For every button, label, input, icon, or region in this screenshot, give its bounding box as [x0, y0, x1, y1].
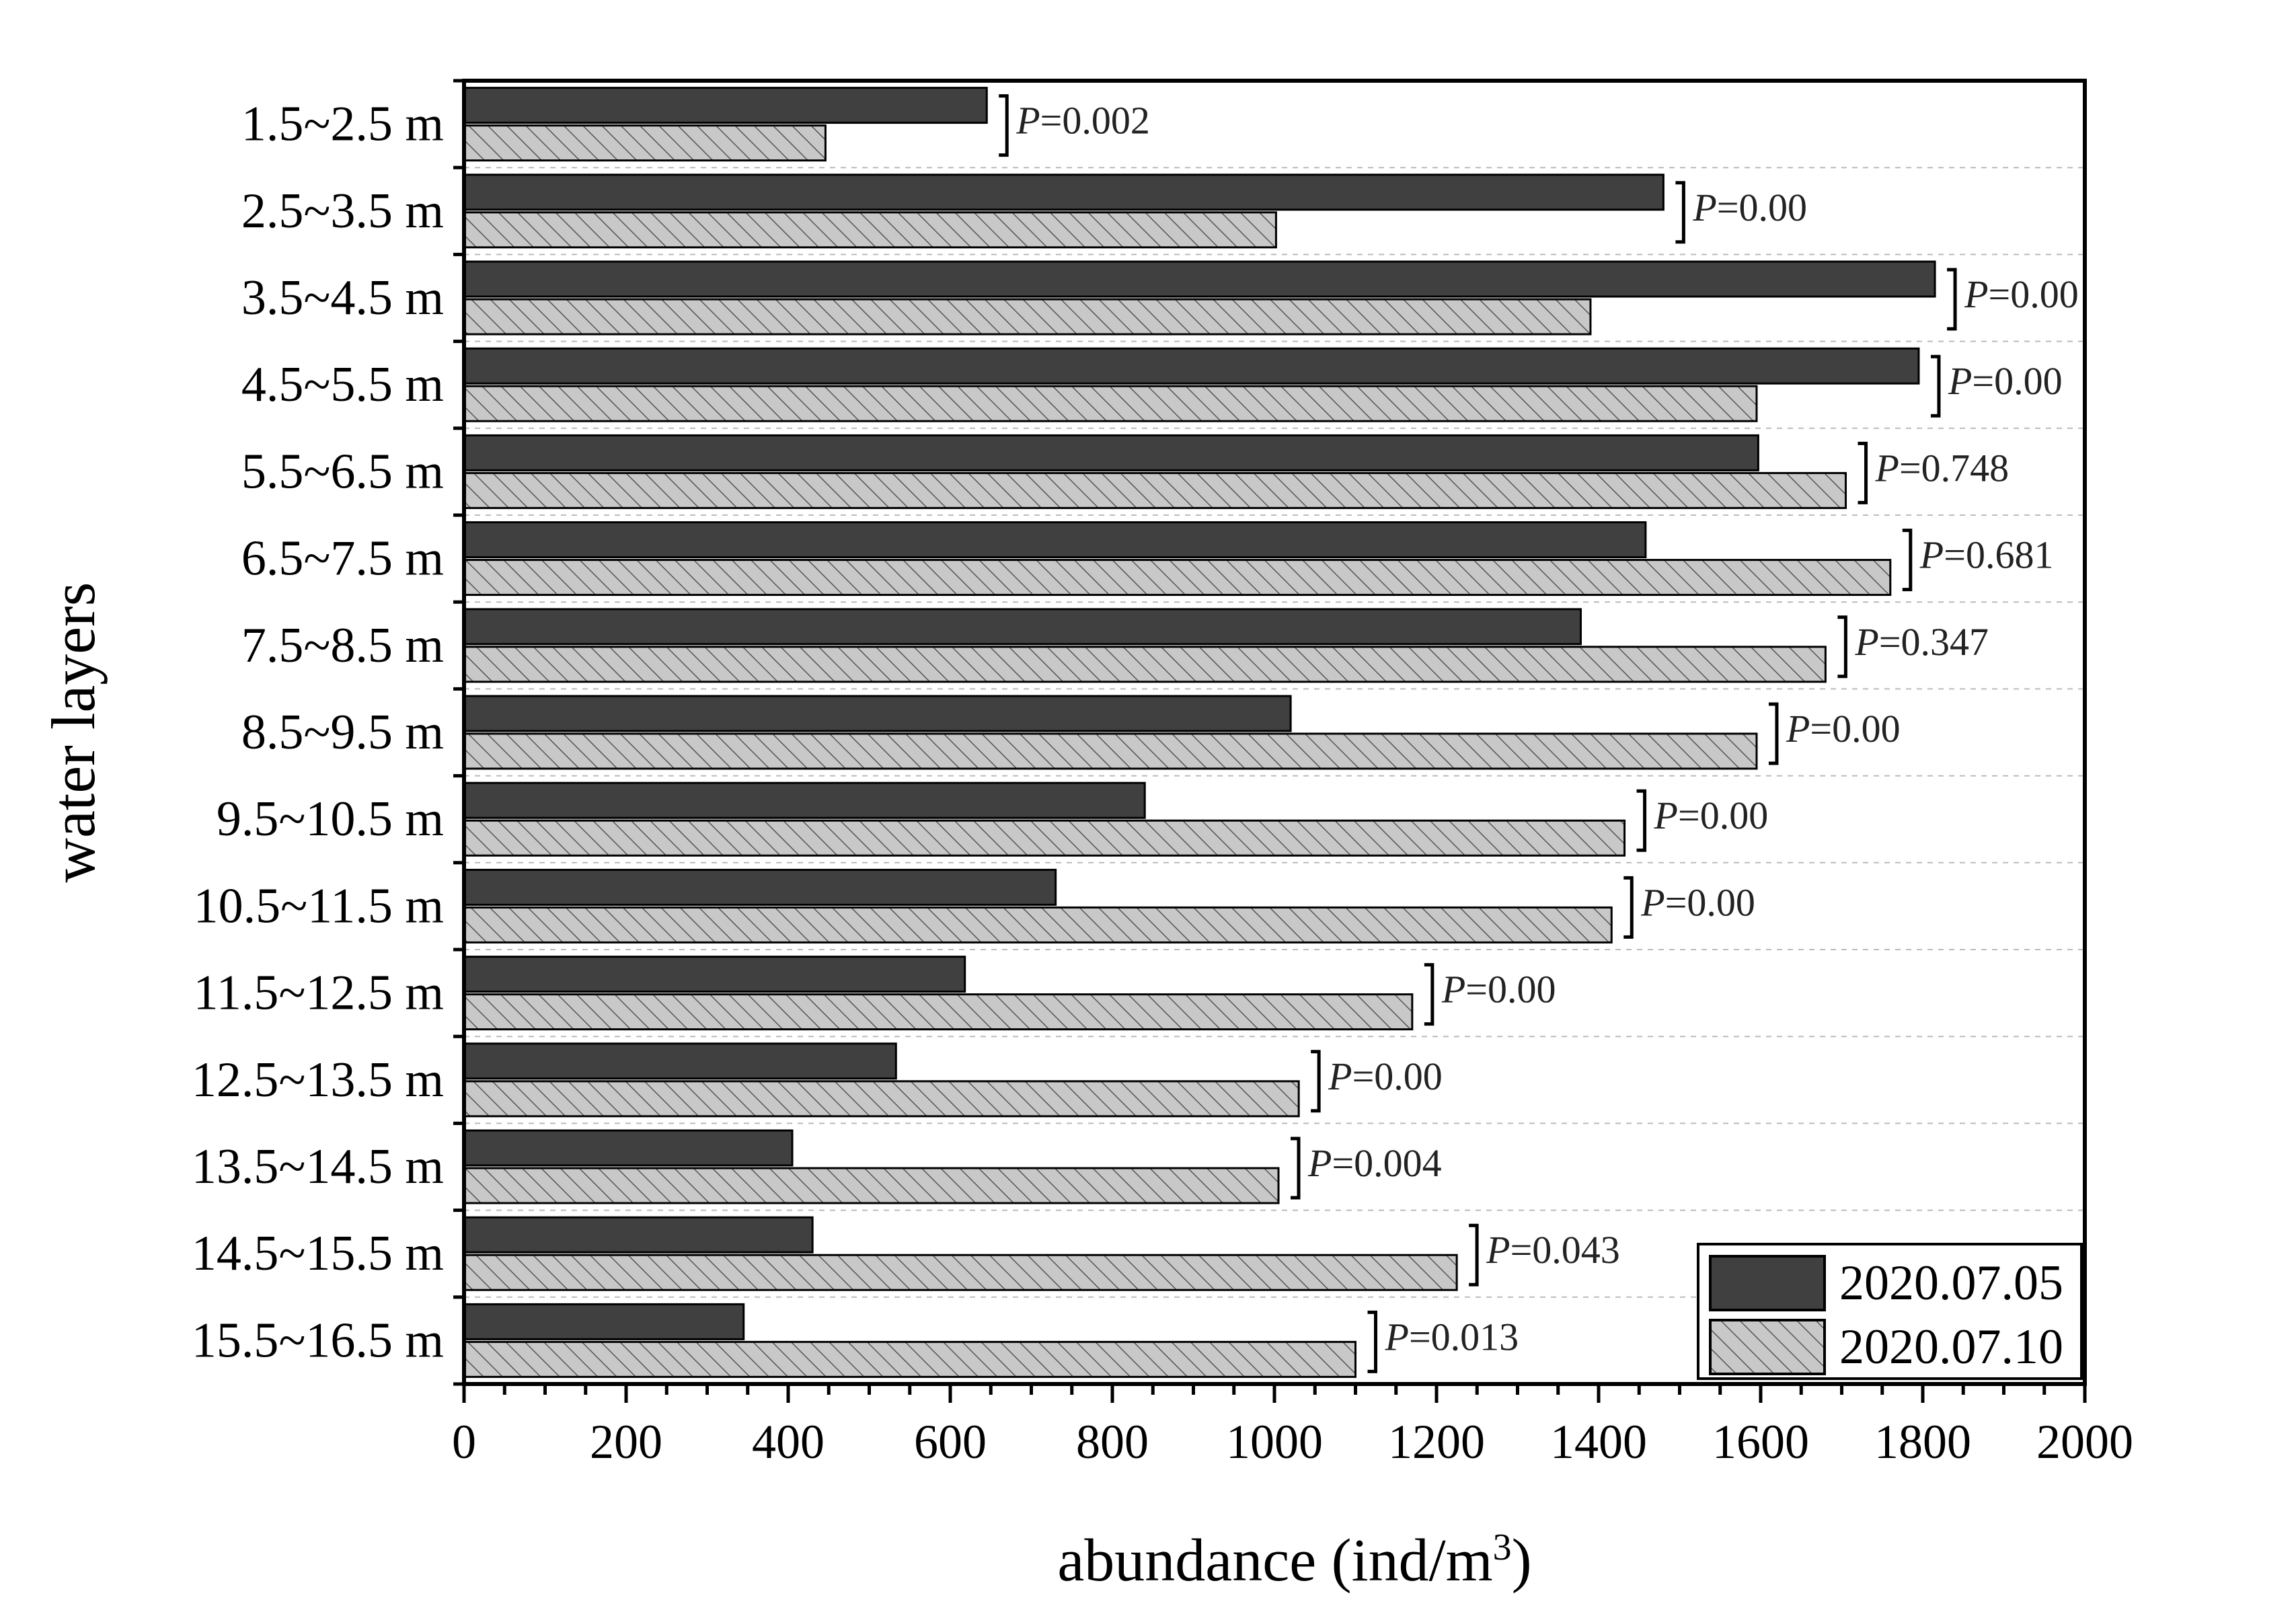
p-value-label: P=0.043: [1486, 1228, 1620, 1272]
p-value-bracket: [1947, 268, 1957, 331]
x-tick-label: 400: [752, 1415, 825, 1469]
p-value-label: P=0.00: [1654, 794, 1769, 837]
p-value-bracket: [1291, 1137, 1301, 1200]
y-tick-label: 1.5~2.5 m: [241, 97, 444, 152]
legend-label: 2020.07.10: [1839, 1319, 2063, 1375]
p-value-label: P=0.00: [1328, 1054, 1443, 1098]
y-tick-label: 9.5~10.5 m: [217, 792, 444, 847]
y-tick-label: 4.5~5.5 m: [241, 357, 444, 412]
p-value-bracket: [1311, 1050, 1321, 1113]
legend-swatch: [1709, 1319, 1826, 1375]
bar-series1: [463, 260, 1936, 298]
x-tick-label: 800: [1076, 1415, 1149, 1469]
y-tick-label: 7.5~8.5 m: [241, 618, 444, 673]
p-value-bracket: [1858, 441, 1868, 504]
p-value-label: P=0.748: [1875, 446, 2010, 490]
x-tick-label: 1800: [1874, 1415, 1971, 1469]
p-value-label: P=0.00: [1948, 359, 2063, 403]
x-tick-label: 1200: [1388, 1415, 1485, 1469]
bar-series1: [463, 1216, 814, 1254]
p-value-annotations: P=0.002 P=0.00 P=0.00 P=0.00 P=0.748 P=0.681 P…: [999, 94, 2079, 1373]
bar-series1: [463, 608, 1582, 646]
x-tick-label: 1400: [1550, 1415, 1647, 1469]
bar-series2: [463, 211, 1277, 249]
bar-series2: [463, 124, 827, 162]
bar-series1: [463, 1042, 897, 1080]
p-value-bracket: [1424, 963, 1434, 1026]
x-tick-label: 2000: [2036, 1415, 2133, 1469]
bar-series1: [463, 695, 1292, 732]
axes: 1.5~2.5 m 2.5~3.5 m 3.5~4.5 m 4.5~5.5 m 5.5~…: [192, 79, 2133, 1469]
bar-series2: [463, 1340, 1356, 1378]
x-tick-label: 200: [590, 1415, 662, 1469]
bar-series2: [463, 385, 1758, 422]
bar-series2: [463, 906, 1613, 944]
bar-series2: [463, 732, 1758, 770]
bar-series2: [463, 993, 1414, 1031]
p-value-label: P=0.00: [1964, 272, 2079, 316]
y-tick-label: 2.5~3.5 m: [241, 184, 444, 239]
y-tick-label: 11.5~12.5 m: [194, 966, 444, 1021]
bar-series1: [463, 956, 966, 993]
bar-series1: [463, 521, 1647, 559]
p-value-bracket: [1367, 1310, 1377, 1373]
y-tick-label: 12.5~13.5 m: [192, 1052, 444, 1108]
bar-series1: [463, 781, 1146, 819]
legend-label: 2020.07.05: [1839, 1256, 2063, 1311]
bar-series1: [463, 347, 1920, 385]
p-value-label: P=0.347: [1854, 620, 1989, 664]
p-value-bracket: [1768, 702, 1779, 765]
p-value-bracket: [1469, 1223, 1479, 1286]
p-value-label: P=0.681: [1919, 533, 2054, 577]
y-axis-title: water layers: [39, 582, 108, 883]
legend: 2020.07.05 2020.07.10: [1697, 1243, 2083, 1380]
bar-series1: [463, 868, 1057, 906]
bar-series2: [463, 298, 1592, 336]
bar-series2: [463, 1254, 1458, 1291]
p-value-bracket: [1636, 789, 1647, 852]
p-value-bracket: [999, 94, 1009, 157]
axis-titles: abundance (ind/m3) water layers: [39, 582, 1532, 1594]
p-value-label: P=0.00: [1692, 186, 1807, 229]
bar-series2: [463, 471, 1847, 509]
x-tick-label: 0: [452, 1415, 476, 1469]
bar-series1: [463, 87, 988, 124]
p-value-label: P=0.004: [1307, 1141, 1442, 1185]
x-tick-label: 1600: [1712, 1415, 1809, 1469]
y-tick-label: 10.5~11.5 m: [194, 878, 444, 933]
p-value-bracket: [1930, 354, 1941, 418]
y-tick-label: 8.5~9.5 m: [241, 705, 444, 760]
x-axis-title: abundance (ind/m3): [1057, 1527, 1531, 1594]
bars: [463, 87, 1936, 1378]
bar-series1: [463, 1129, 794, 1167]
bar-series2: [463, 646, 1827, 683]
y-tick-label: 6.5~7.5 m: [241, 531, 444, 586]
bar-series2: [463, 559, 1892, 597]
y-tick-label: 3.5~4.5 m: [241, 270, 444, 325]
p-value-label: P=0.002: [1016, 99, 1150, 143]
p-value-bracket: [1623, 876, 1634, 939]
y-tick-label: 15.5~16.5 m: [192, 1313, 444, 1368]
y-tick-label: 5.5~6.5 m: [241, 444, 444, 499]
p-value-label: P=0.00: [1786, 707, 1901, 751]
x-tick-label: 600: [914, 1415, 987, 1469]
gridlines: [464, 167, 2085, 1298]
bar-series1: [463, 1303, 745, 1340]
p-value-bracket: [1675, 181, 1685, 244]
x-tick-label: 1000: [1226, 1415, 1323, 1469]
p-value-label: P=0.00: [1640, 880, 1755, 924]
legend-swatch: [1709, 1255, 1826, 1311]
y-tick-label: 13.5~14.5 m: [192, 1139, 444, 1194]
bar-series1: [463, 174, 1664, 211]
y-tick-label: 14.5~15.5 m: [192, 1226, 444, 1281]
bar-series2: [463, 1167, 1280, 1204]
bar-series1: [463, 434, 1759, 471]
bar-series2: [463, 819, 1626, 857]
bar-series2: [463, 1080, 1300, 1118]
p-value-label: P=0.00: [1441, 968, 1556, 1011]
p-value-bracket: [1902, 529, 1913, 592]
p-value-bracket: [1837, 615, 1847, 679]
p-value-label: P=0.013: [1385, 1315, 1519, 1358]
